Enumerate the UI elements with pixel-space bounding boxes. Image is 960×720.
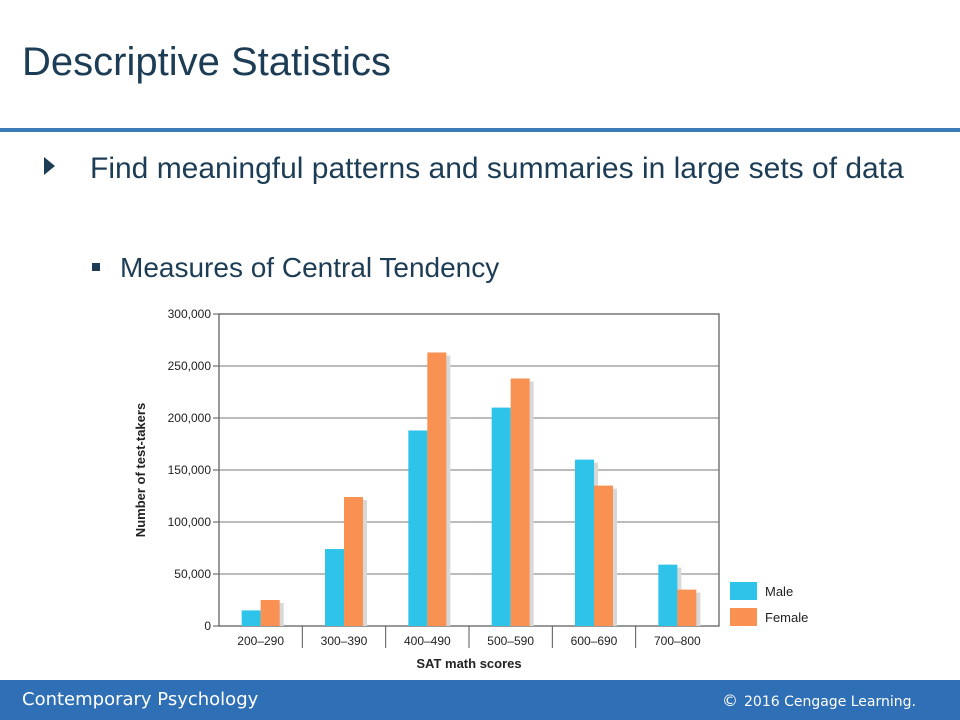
triangle-right-icon <box>44 157 55 175</box>
bar-male <box>575 459 594 626</box>
x-axis-label: SAT math scores <box>416 656 521 671</box>
bar-male <box>325 549 344 626</box>
legend-label-female: Female <box>765 610 808 625</box>
x-tick-label: 300–390 <box>321 634 368 648</box>
sat-bar-chart: 0 50,000 100,000 150,000 200,000 250,000 300,0… <box>133 307 808 671</box>
bar-female <box>427 352 447 626</box>
bar-male <box>491 407 511 626</box>
title-divider <box>0 128 960 132</box>
bar-female <box>344 497 363 626</box>
y-tick-label: 0 <box>204 619 211 633</box>
footer-copyright: © 2016 Cengage Learning. <box>722 691 916 710</box>
footer-copyright-text: 2016 Cengage Learning. <box>744 694 916 710</box>
y-tick-label: 300,000 <box>168 307 212 321</box>
copyright-icon: © <box>722 691 738 710</box>
square-bullet-icon <box>92 263 100 271</box>
y-tick-label: 50,000 <box>174 567 211 581</box>
y-tick-label: 200,000 <box>168 411 212 425</box>
bar-female <box>510 378 530 626</box>
bar-female <box>677 589 697 626</box>
y-tick-label: 250,000 <box>168 359 212 373</box>
bar-male <box>241 610 261 626</box>
bar-male <box>408 430 428 626</box>
x-tick-label: 600–690 <box>571 634 618 648</box>
y-tick-label: 150,000 <box>168 463 212 477</box>
legend-label-male: Male <box>765 584 793 599</box>
gridlines <box>219 365 719 575</box>
bullet-sub: Measures of Central Tendency <box>92 250 499 286</box>
bullet-sub-text: Measures of Central Tendency <box>120 252 500 283</box>
bars <box>241 352 701 626</box>
bar-female <box>260 600 280 626</box>
footer-course-title: Contemporary Psychology <box>22 689 259 710</box>
legend: Male Female <box>730 582 808 626</box>
x-tick-label: 700–800 <box>654 634 701 648</box>
x-tick-labels: 200–290 300–390 400–490 500–590 600–690 700–8… <box>237 626 701 648</box>
y-axis-label: Number of test-takers <box>133 403 148 537</box>
y-tick-label: 100,000 <box>168 515 212 529</box>
bullet-main: Find meaningful patterns and summaries i… <box>44 148 904 190</box>
legend-swatch-male <box>730 582 757 600</box>
x-tick-label: 200–290 <box>237 634 284 648</box>
x-tick-label: 500–590 <box>487 634 534 648</box>
legend-swatch-female <box>730 608 757 626</box>
bar-male <box>658 564 678 626</box>
chart-container: 0 50,000 100,000 150,000 200,000 250,000 300,0… <box>128 296 822 680</box>
slide-title: Descriptive Statistics <box>22 40 391 84</box>
bar-female <box>594 485 613 626</box>
x-tick-label: 400–490 <box>404 634 451 648</box>
y-tick-labels: 0 50,000 100,000 150,000 200,000 250,000 300,0… <box>168 307 219 633</box>
bullet-main-text: Find meaningful patterns and summaries i… <box>90 152 904 185</box>
footer-bar: Contemporary Psychology © 2016 Cengage Le… <box>0 680 960 720</box>
